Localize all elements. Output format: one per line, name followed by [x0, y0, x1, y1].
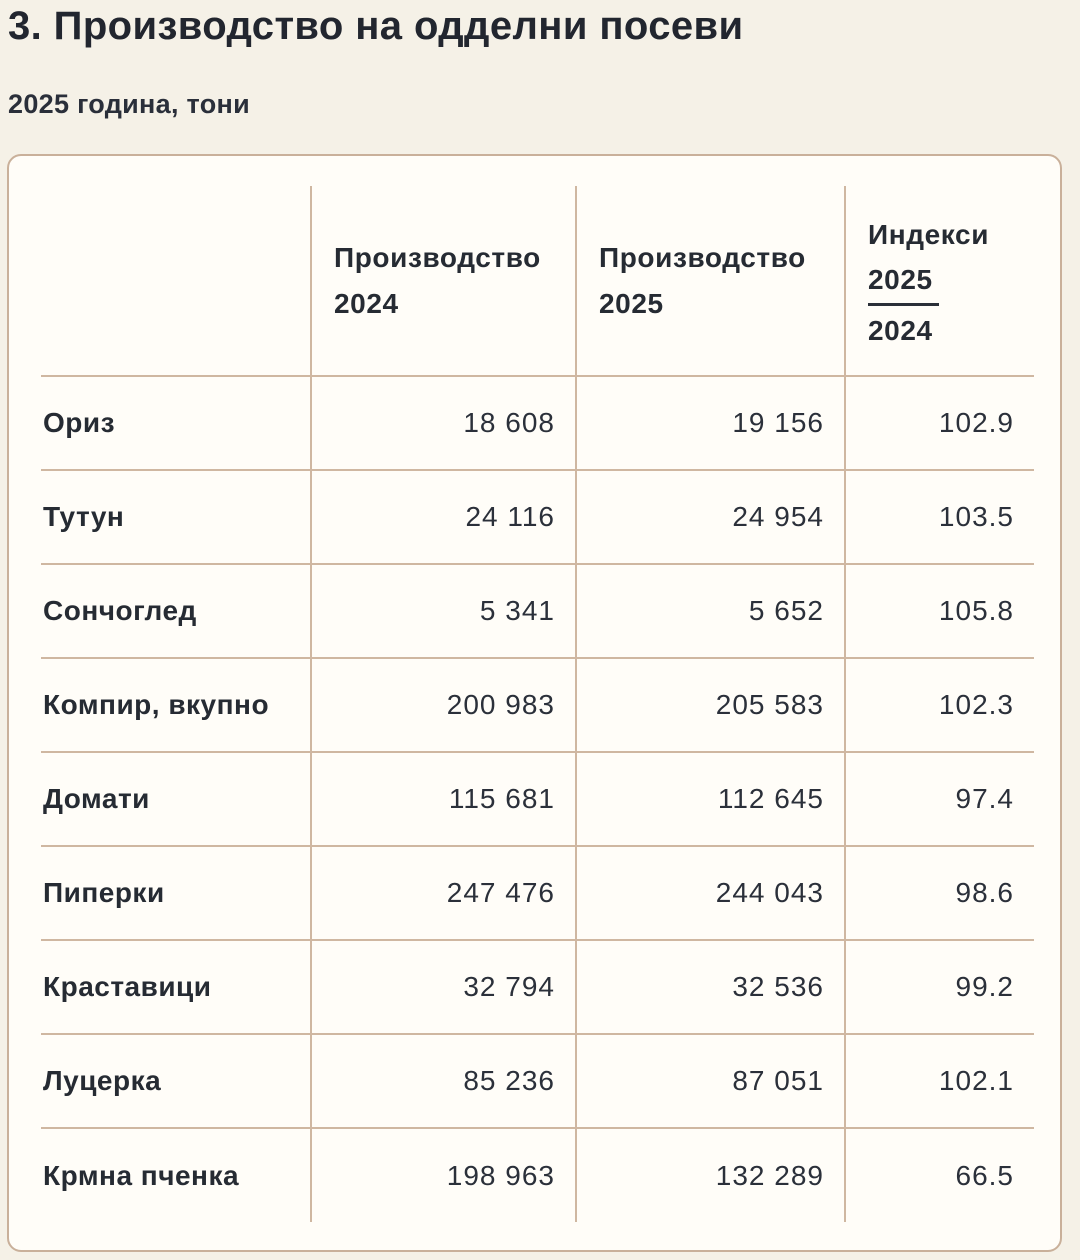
cell-prod-2025: 87 051: [576, 1034, 846, 1128]
row-label: Краставици: [41, 940, 312, 1034]
table-row-soncogled: Сончоглед 5 341 5 652 105.8: [41, 564, 1034, 658]
table-row-piperki: Пиперки 247 476 244 043 98.6: [41, 846, 1034, 940]
cell-prod-2024: 85 236: [311, 1034, 577, 1128]
crops-production-table: Производство 2024 Производство 2025 Инде…: [41, 186, 1034, 1222]
row-label: Крмна пченка: [41, 1128, 312, 1222]
header-production-2025-line1: Производство: [599, 242, 806, 274]
page-title: 3. Производство на одделни посеви: [8, 4, 744, 48]
table-row-tutun: Тутун 24 116 24 954 103.5: [41, 470, 1034, 564]
cell-prod-2025: 244 043: [576, 846, 846, 940]
cell-index: 105.8: [938, 595, 1014, 626]
header-production-2025-line2: 2025: [599, 287, 664, 319]
table-header: Производство 2024 Производство 2025 Инде…: [41, 186, 1034, 376]
cell-prod-2025: 205 583: [576, 658, 846, 752]
header-production-2024-line2: 2024: [334, 287, 399, 319]
cell-index: 102.1: [938, 1065, 1014, 1096]
cell-index: 66.5: [955, 1159, 1014, 1191]
cell-prod-2025: 112 645: [576, 752, 846, 846]
cell-prod-2025: 32 536: [576, 940, 846, 1034]
header-index-fraction: 2025 2024: [868, 257, 1034, 349]
cell-prod-2024: 200 983: [311, 658, 577, 752]
header-cell-index: Индекси 2025 2024: [845, 186, 1034, 376]
header-index-denominator: 2024: [868, 314, 933, 346]
cell-prod-2024: 198 963: [311, 1128, 577, 1222]
table-row-krastavici: Краставици 32 794 32 536 99.2: [41, 940, 1034, 1034]
table-row-kompir: Компир, вкупно 200 983 205 583 102.3: [41, 658, 1034, 752]
page-subtitle: 2025 година, тони: [8, 89, 251, 119]
cell-prod-2024: 247 476: [311, 846, 577, 940]
cell-prod-2025: 19 156: [576, 376, 846, 470]
cell-prod-2024: 24 116: [311, 470, 577, 564]
cell-index: 98.6: [955, 877, 1014, 908]
cell-prod-2025: 5 652: [576, 564, 846, 658]
header-index-numerator: 2025: [868, 264, 939, 306]
header-cell-production-2024: Производство 2024: [311, 186, 577, 376]
cell-prod-2024: 32 794: [311, 940, 577, 1034]
header-cell-production-2025: Производство 2025: [576, 186, 846, 376]
row-label: Луцерка: [41, 1034, 312, 1128]
row-label: Домати: [41, 752, 312, 846]
table-row-krmna-pcenka: Крмна пченка 198 963 132 289 66.5: [41, 1128, 1034, 1222]
cell-index: 103.5: [938, 501, 1014, 532]
row-label: Ориз: [41, 376, 312, 470]
table-card: Производство 2024 Производство 2025 Инде…: [7, 154, 1062, 1252]
table-row-domati: Домати 115 681 112 645 97.4: [41, 752, 1034, 846]
header-row: Производство 2024 Производство 2025 Инде…: [41, 186, 1034, 376]
cell-prod-2024: 18 608: [311, 376, 577, 470]
cell-index: 99.2: [955, 971, 1014, 1002]
cell-prod-2025: 132 289: [576, 1128, 846, 1222]
cell-index: 102.9: [938, 407, 1014, 438]
header-index-label: Индекси: [868, 218, 990, 250]
table-body: Ориз 18 608 19 156 102.9 Тутун 24 116 24…: [41, 376, 1034, 1222]
cell-prod-2025: 24 954: [576, 470, 846, 564]
row-label: Сончоглед: [41, 564, 312, 658]
row-label: Компир, вкупно: [41, 658, 312, 752]
header-cell-empty: [41, 186, 312, 376]
cell-index: 102.3: [938, 689, 1014, 720]
cell-index: 97.4: [955, 783, 1014, 814]
table-row-oriz: Ориз 18 608 19 156 102.9: [41, 376, 1034, 470]
row-label: Тутун: [41, 470, 312, 564]
table-row-lucerka: Луцерка 85 236 87 051 102.1: [41, 1034, 1034, 1128]
cell-prod-2024: 115 681: [311, 752, 577, 846]
cell-prod-2024: 5 341: [311, 564, 577, 658]
row-label: Пиперки: [41, 846, 312, 940]
header-production-2024-line1: Производство: [334, 242, 541, 274]
